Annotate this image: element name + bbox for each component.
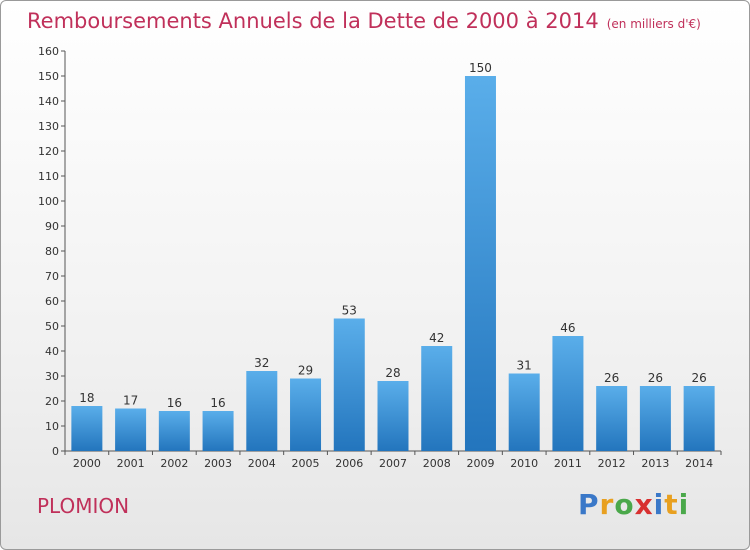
bar-value-label: 150 (469, 61, 492, 75)
chart-bars: 18 17 16 16 32 29 53 28 42 150 31 46 26 26 26 (71, 61, 715, 451)
bar (158, 411, 190, 451)
bar (508, 373, 540, 451)
x-tick-label: 2010 (510, 457, 538, 470)
bar (246, 371, 278, 451)
bar-value-label: 17 (123, 394, 138, 408)
bar-value-label: 29 (298, 364, 313, 378)
x-tick-label: 2009 (466, 457, 494, 470)
y-tick-label: 40 (45, 345, 59, 358)
x-tick-label: 2001 (117, 457, 145, 470)
y-tick-label: 10 (45, 420, 59, 433)
bar-value-label: 18 (79, 391, 94, 405)
x-tick-label: 2000 (73, 457, 101, 470)
y-tick-label: 30 (45, 370, 59, 383)
bar-value-label: 16 (167, 396, 182, 410)
y-tick-label: 60 (45, 295, 59, 308)
x-tick-label: 2013 (641, 457, 669, 470)
x-tick-label: 2014 (685, 457, 713, 470)
x-tick-label: 2012 (598, 457, 626, 470)
bar-value-label: 32 (254, 356, 269, 370)
x-tick-label: 2008 (423, 457, 451, 470)
y-tick-label: 110 (38, 170, 59, 183)
town-name: PLOMION (37, 494, 130, 518)
y-tick-label: 150 (38, 70, 59, 83)
chart-title-main: Remboursements Annuels de la Dette de 20… (27, 9, 599, 33)
bar-value-label: 46 (560, 321, 575, 335)
y-tick-label: 70 (45, 270, 59, 283)
proxiti-logo: Proxiti (578, 488, 690, 521)
y-tick-label: 130 (38, 120, 59, 133)
bar-value-label: 28 (385, 366, 400, 380)
x-tick-label: 2006 (335, 457, 363, 470)
y-tick-label: 80 (45, 245, 59, 258)
bar (639, 386, 671, 451)
bar (421, 346, 453, 451)
y-tick-label: 100 (38, 195, 59, 208)
x-tick-label: 2007 (379, 457, 407, 470)
bar (333, 318, 365, 451)
bar (596, 386, 628, 451)
x-tick-label: 2005 (292, 457, 320, 470)
bar (683, 386, 715, 451)
chart-title-unit: (en milliers d'€) (606, 17, 701, 31)
x-tick-label: 2011 (554, 457, 582, 470)
bar-value-label: 16 (210, 396, 225, 410)
y-tick-label: 120 (38, 145, 59, 158)
bar-value-label: 26 (604, 371, 619, 385)
y-tick-label: 0 (52, 445, 59, 458)
bar (377, 381, 409, 451)
bar (202, 411, 234, 451)
y-tick-label: 140 (38, 95, 59, 108)
x-tick-label: 2004 (248, 457, 276, 470)
bar (464, 76, 496, 451)
bar-value-label: 26 (648, 371, 663, 385)
y-tick-label: 160 (38, 45, 59, 58)
x-tick-label: 2003 (204, 457, 232, 470)
chart-axes: 0 10 20 30 40 50 60 70 80 90 100 110 120 130 140 150 160… (38, 45, 722, 470)
x-tick-label: 2002 (160, 457, 188, 470)
bar-value-label: 53 (342, 304, 357, 318)
y-tick-label: 20 (45, 395, 59, 408)
bar-value-label: 26 (691, 371, 706, 385)
y-tick-label: 90 (45, 220, 59, 233)
bar (552, 336, 584, 451)
y-tick-label: 50 (45, 320, 59, 333)
chart-title: Remboursements Annuels de la Dette de 20… (27, 9, 701, 33)
bar (71, 406, 103, 451)
bar-value-label: 31 (517, 359, 532, 373)
bar (290, 378, 322, 451)
bar-value-label: 42 (429, 331, 444, 345)
bar (115, 408, 147, 451)
